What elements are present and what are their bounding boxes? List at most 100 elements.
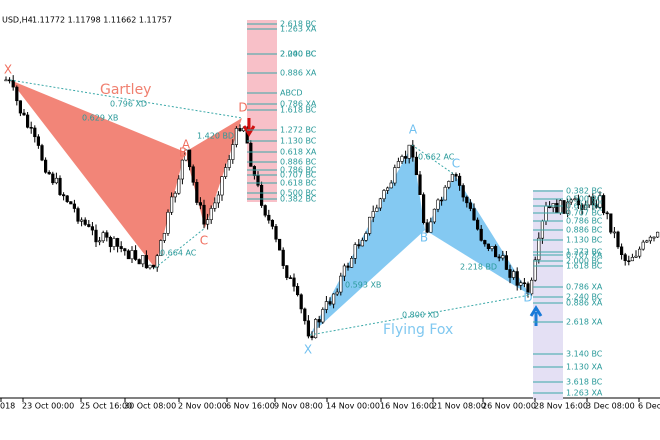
levels-box-1: [247, 20, 277, 202]
candle: [270, 219, 275, 227]
level-label: 1.272 BC: [280, 126, 317, 135]
candle: [22, 112, 26, 116]
candle: [508, 269, 512, 278]
candle: [407, 144, 411, 159]
candle: [43, 159, 48, 173]
candle: [353, 244, 357, 259]
candle: [288, 277, 293, 279]
level-label: 1.130 BC: [280, 137, 317, 146]
level-label: 1.263 XA: [280, 25, 317, 34]
level-label: 2.000 BC: [280, 50, 317, 59]
pattern-name: Gartley: [100, 82, 151, 98]
candle: [72, 203, 76, 209]
candle: [112, 238, 116, 247]
candle: [533, 259, 537, 281]
candle: [33, 127, 37, 138]
candle: [436, 199, 440, 210]
time-label: 9 Nov 08:00: [274, 402, 323, 411]
candle: [472, 208, 476, 221]
level-label: 0.886 BC: [566, 226, 603, 235]
level-label: 1.618 BC: [280, 106, 317, 115]
candle: [313, 319, 318, 339]
level-label: 2.618 XA: [566, 318, 603, 327]
candle: [627, 260, 631, 263]
candle: [645, 240, 649, 243]
level-label: 0.618 BC: [566, 202, 603, 211]
level-label: 0.500 BC: [280, 189, 317, 198]
candle: [94, 229, 98, 243]
candle: [18, 100, 23, 114]
candle: [425, 222, 429, 233]
candle: [623, 254, 627, 262]
time-label: 018: [0, 402, 15, 411]
candle: [317, 319, 321, 323]
candle: [443, 186, 447, 201]
candle: [249, 142, 253, 167]
candle: [342, 265, 347, 277]
candle: [619, 246, 624, 255]
candle: [259, 184, 264, 206]
candle: [411, 144, 415, 158]
candle: [216, 194, 221, 204]
candle: [87, 224, 91, 227]
point-label: C: [200, 234, 208, 248]
candle: [655, 231, 660, 238]
candle: [281, 249, 285, 266]
candle: [457, 175, 462, 186]
candle: [213, 202, 217, 209]
time-label: 2 Nov 00:00: [178, 402, 227, 411]
candle: [69, 201, 73, 205]
candle: [15, 86, 19, 102]
candle: [375, 207, 379, 212]
candle: [339, 275, 343, 293]
level-label: 0.500 BC: [566, 195, 603, 204]
candle: [526, 283, 530, 295]
candle: [421, 194, 426, 223]
time-label: 6 Nov 16:00: [226, 402, 275, 411]
candle: [328, 301, 332, 305]
candle: [54, 177, 58, 184]
point-label: A: [409, 123, 418, 137]
candle: [331, 293, 336, 305]
point-label: B: [179, 146, 187, 160]
time-label: 28 Nov 16:00: [534, 402, 588, 411]
candle: [486, 243, 491, 249]
candle: [263, 205, 267, 216]
candle: [162, 233, 167, 241]
candle: [159, 240, 163, 257]
candle: [461, 185, 465, 198]
gartley-xab: [10, 80, 185, 268]
level-label: 0.886 BC: [280, 158, 317, 167]
time-label: 21 Nov 08:00: [432, 402, 486, 411]
candle: [184, 149, 188, 161]
level-label: 0.786 XA: [566, 283, 603, 292]
candle: [562, 200, 566, 214]
candle: [130, 250, 134, 260]
candle: [414, 156, 419, 176]
level-label: 0.382 BC: [566, 187, 603, 196]
candle: [393, 167, 397, 184]
candle: [573, 198, 577, 201]
fox-xd: [309, 294, 531, 336]
candle: [321, 309, 325, 323]
level-label: 1.130 BC: [566, 236, 603, 245]
candle: [565, 201, 570, 214]
candle: [47, 171, 51, 175]
candle: [80, 219, 84, 222]
candle: [497, 256, 501, 259]
candle: [238, 128, 242, 132]
candle: [108, 237, 112, 247]
candle: [522, 282, 526, 285]
candle: [29, 127, 33, 129]
candle: [295, 286, 300, 296]
candle: [119, 246, 123, 249]
time-label: 16 Nov 16:00: [380, 402, 434, 411]
level-label: 0.707 BC: [280, 171, 317, 180]
candle: [188, 149, 192, 168]
candle: [105, 232, 109, 238]
candle: [569, 199, 573, 203]
candle: [148, 264, 152, 269]
candle: [166, 211, 170, 234]
candle: [231, 144, 235, 160]
